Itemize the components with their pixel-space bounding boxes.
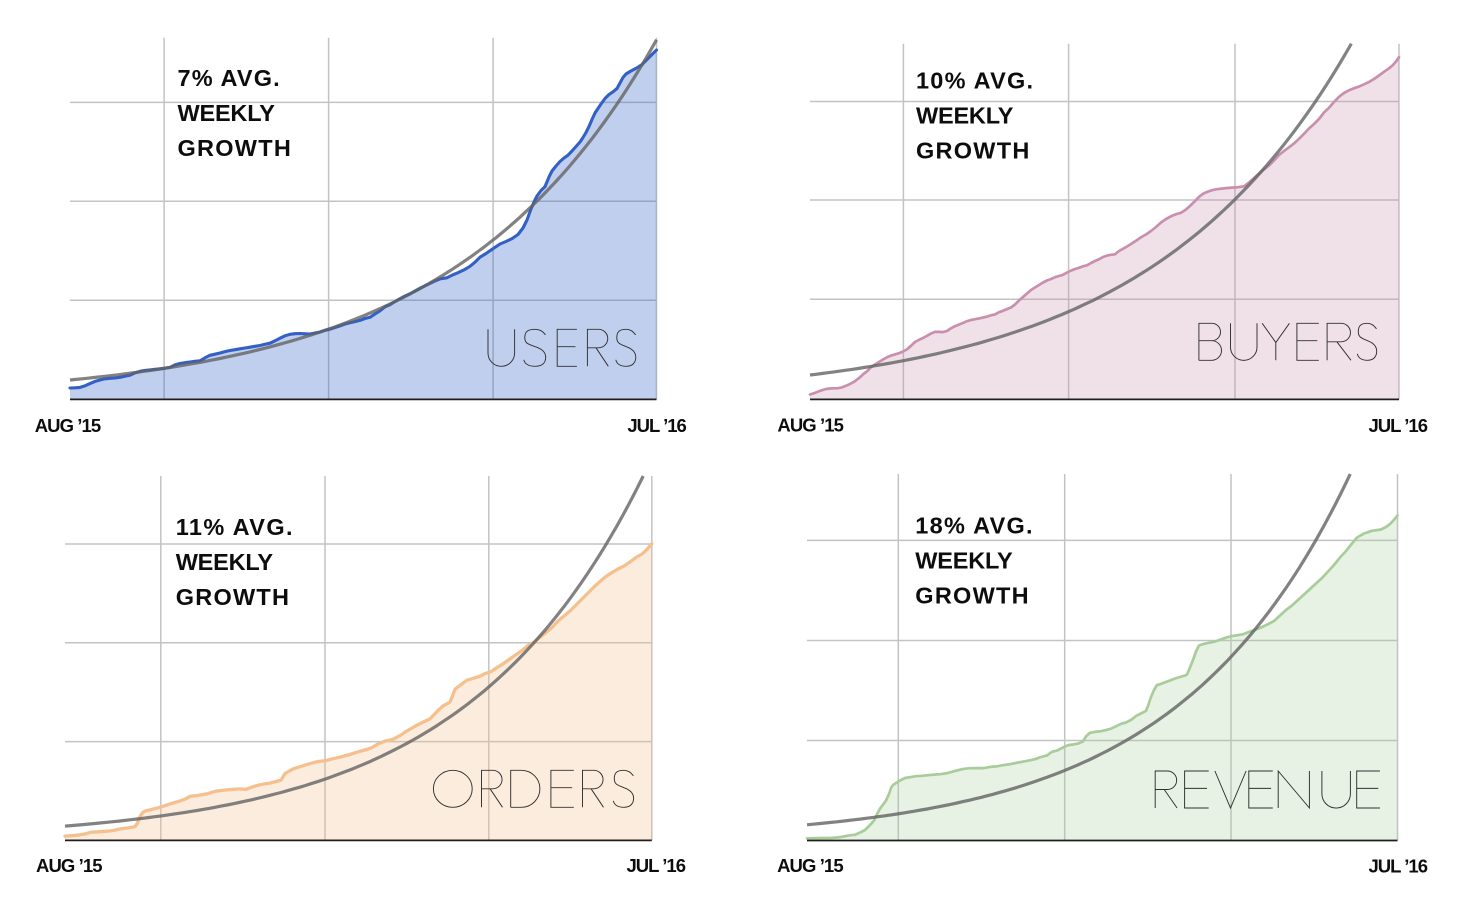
svg-text:GROWTH: GROWTH (176, 584, 291, 610)
svg-text:AUG ’15: AUG ’15 (36, 855, 102, 876)
svg-text:AUG ’15: AUG ’15 (777, 855, 843, 876)
svg-text:AUG ’15: AUG ’15 (35, 415, 101, 436)
svg-text:JUL ’16: JUL ’16 (1369, 415, 1428, 436)
svg-text:7% AVG.: 7% AVG. (178, 65, 281, 91)
svg-text:GROWTH: GROWTH (915, 583, 1030, 609)
svg-text:JUL ’16: JUL ’16 (627, 855, 686, 876)
svg-text:WEEKLY: WEEKLY (178, 100, 276, 126)
svg-text:WEEKLY: WEEKLY (916, 103, 1014, 129)
svg-text:10% AVG.: 10% AVG. (916, 68, 1034, 94)
svg-text:GROWTH: GROWTH (178, 135, 293, 161)
svg-text:JUL ’16: JUL ’16 (627, 415, 686, 436)
svg-text:AUG ’15: AUG ’15 (777, 415, 843, 436)
svg-text:18% AVG.: 18% AVG. (915, 513, 1034, 539)
svg-text:GROWTH: GROWTH (916, 138, 1031, 164)
svg-text:WEEKLY: WEEKLY (176, 549, 274, 575)
svg-text:JUL ’16: JUL ’16 (1369, 855, 1428, 876)
svg-text:WEEKLY: WEEKLY (915, 548, 1013, 574)
svg-text:11% AVG.: 11% AVG. (176, 514, 294, 540)
